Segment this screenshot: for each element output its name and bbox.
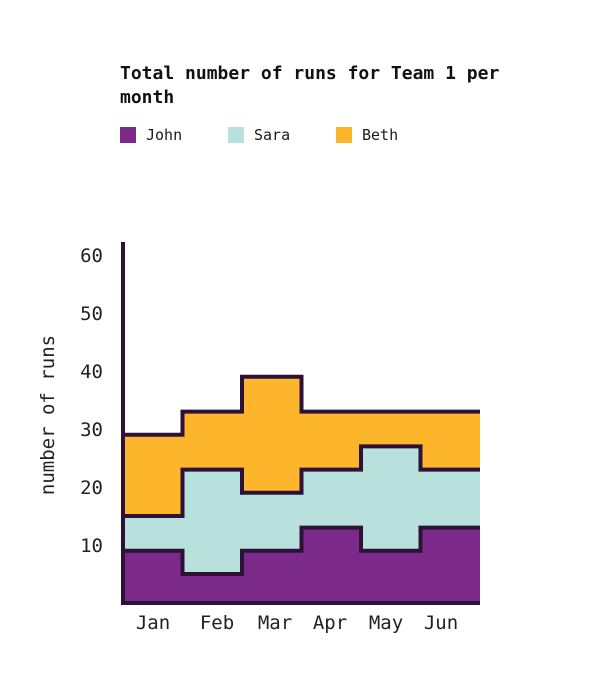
y-tick-label: 10 xyxy=(80,535,103,557)
x-tick-label: May xyxy=(369,612,403,634)
legend-item-sara: Sara xyxy=(228,126,336,144)
step-line-sara xyxy=(123,444,480,518)
y-tick-label: 50 xyxy=(80,303,103,325)
legend-swatch-john xyxy=(120,127,136,143)
area-sara xyxy=(123,446,480,574)
x-tick-label: Mar xyxy=(258,612,292,634)
y-tick-label: 40 xyxy=(80,361,103,383)
legend-label-sara: Sara xyxy=(254,126,291,144)
y-tick-label: 20 xyxy=(80,477,103,499)
area-john xyxy=(123,527,480,603)
step-line-john xyxy=(123,525,480,576)
x-tick-label: Feb xyxy=(200,612,234,634)
x-tick-label: Apr xyxy=(313,612,347,634)
x-tick-label: Jun xyxy=(424,612,458,634)
area-beth xyxy=(123,376,480,516)
legend-swatch-sara xyxy=(228,127,244,143)
legend-item-john: John xyxy=(120,126,228,144)
legend-label-beth: Beth xyxy=(362,126,399,144)
legend-swatch-beth xyxy=(336,127,352,143)
legend: John Sara Beth xyxy=(120,126,444,144)
x-tick-label: Jan xyxy=(136,612,170,634)
legend-label-john: John xyxy=(146,126,183,144)
chart-title: Total number of runs for Team 1 per mont… xyxy=(120,63,500,108)
step-line-beth xyxy=(123,374,480,437)
y-tick-label: 30 xyxy=(80,419,103,441)
y-tick-label: 60 xyxy=(80,245,103,267)
legend-item-beth: Beth xyxy=(336,126,444,144)
